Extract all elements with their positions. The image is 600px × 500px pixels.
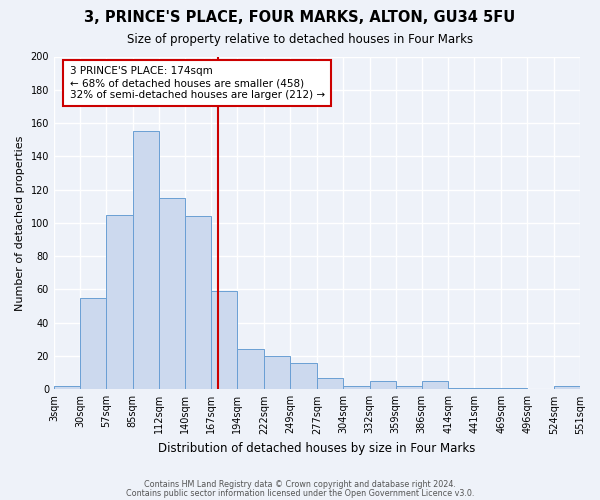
Bar <box>448 388 475 390</box>
X-axis label: Distribution of detached houses by size in Four Marks: Distribution of detached houses by size … <box>158 442 476 455</box>
Bar <box>343 386 370 390</box>
Bar <box>501 388 527 390</box>
Bar <box>54 386 80 390</box>
Text: Size of property relative to detached houses in Four Marks: Size of property relative to detached ho… <box>127 32 473 46</box>
Bar <box>290 362 317 390</box>
Bar <box>106 214 133 390</box>
Bar <box>211 291 237 390</box>
Bar <box>422 381 448 390</box>
Bar <box>317 378 343 390</box>
Bar <box>554 386 580 390</box>
Bar <box>80 298 106 390</box>
Bar <box>370 381 395 390</box>
Text: 3 PRINCE'S PLACE: 174sqm
← 68% of detached houses are smaller (458)
32% of semi-: 3 PRINCE'S PLACE: 174sqm ← 68% of detach… <box>70 66 325 100</box>
Bar <box>158 198 185 390</box>
Text: 3, PRINCE'S PLACE, FOUR MARKS, ALTON, GU34 5FU: 3, PRINCE'S PLACE, FOUR MARKS, ALTON, GU… <box>85 10 515 25</box>
Bar <box>237 350 264 390</box>
Bar <box>133 132 158 390</box>
Bar <box>264 356 290 390</box>
Bar <box>475 388 501 390</box>
Bar <box>395 386 422 390</box>
Y-axis label: Number of detached properties: Number of detached properties <box>15 135 25 310</box>
Text: Contains HM Land Registry data © Crown copyright and database right 2024.: Contains HM Land Registry data © Crown c… <box>144 480 456 489</box>
Bar <box>185 216 211 390</box>
Text: Contains public sector information licensed under the Open Government Licence v3: Contains public sector information licen… <box>126 489 474 498</box>
